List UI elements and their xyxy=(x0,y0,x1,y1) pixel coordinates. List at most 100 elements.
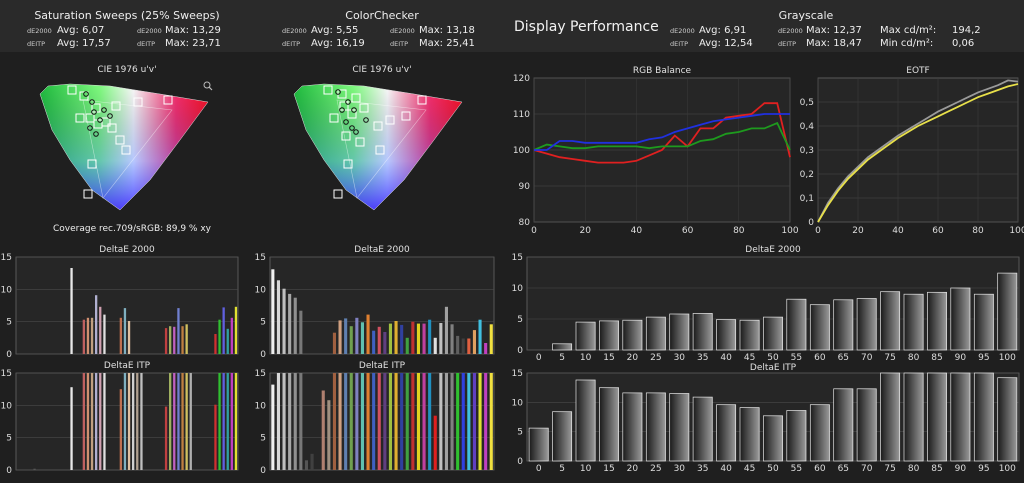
gs-deitp-bar xyxy=(927,372,947,462)
sat-de2000-bar xyxy=(173,326,176,354)
rgb-balance-ytick: 100 xyxy=(513,146,530,156)
cie-target-gamut xyxy=(336,99,427,199)
rgb-balance-series-2 xyxy=(534,113,790,151)
cie-measured-marker xyxy=(87,125,93,131)
gs-deitp-bar xyxy=(880,372,901,462)
sat-deitp-bar xyxy=(234,373,238,470)
cie-target-gamut xyxy=(82,99,173,199)
saturation-row1-metric: dE2000 xyxy=(27,27,52,35)
cc-de2000-bar xyxy=(439,323,443,354)
gs-de2000-xtick: 35 xyxy=(697,353,708,363)
cc-de2000-bar xyxy=(288,293,292,354)
cie-target-marker xyxy=(417,95,427,105)
sat-deitp-ytick: 0 xyxy=(6,466,12,476)
cc-deitp-bar xyxy=(400,373,404,470)
gs-deitp-xtick: 90 xyxy=(955,464,967,474)
cc-deitp-bar xyxy=(366,373,370,470)
gs-deitp-bar xyxy=(997,377,1018,462)
saturation-row1-max: Max: 13,29 xyxy=(165,25,221,36)
cie-measured-marker xyxy=(363,117,369,123)
cc-deitp-bar xyxy=(310,453,314,470)
cc-deitp-bar xyxy=(288,373,292,470)
sat-deitp-bar xyxy=(119,389,122,470)
cc-deitp-bar xyxy=(411,373,415,470)
sat-de2000-bar xyxy=(181,326,184,354)
cc-deitp-bar xyxy=(450,373,454,470)
grayscale-row1-avg: Avg: 6,91 xyxy=(699,25,746,36)
sat-de2000-bar xyxy=(226,328,229,354)
gs-deitp-xtick: 55 xyxy=(791,464,802,474)
cc-de2000-plot xyxy=(269,256,495,355)
cc-deitp-bar xyxy=(405,373,409,470)
sat-de2000-title: DeltaE 2000 xyxy=(99,245,155,255)
rgb-balance-xtick: 0 xyxy=(531,226,537,236)
sat-de2000-bar xyxy=(127,321,131,354)
gs-deitp-bar xyxy=(903,372,924,462)
display-performance-title: Display Performance xyxy=(514,19,659,35)
coverage-text: Coverage rec.709/sRGB: 89,9 % xy xyxy=(53,224,212,234)
grayscale-summary-title: Grayscale xyxy=(779,9,834,22)
cc-deitp-bar xyxy=(360,373,364,470)
gs-deitp-xtick: 10 xyxy=(580,464,592,474)
cc-deitp-bar xyxy=(472,373,476,470)
cie-measured-marker xyxy=(349,125,355,131)
gs-deitp-ytick: 0 xyxy=(517,457,523,467)
cc-de2000-bar xyxy=(467,338,471,354)
gs-de2000-xtick: 5 xyxy=(559,353,565,363)
gs-de2000-bar xyxy=(809,304,830,351)
colorchecker-row2-avg: Avg: 16,19 xyxy=(311,38,365,49)
grayscale-min-cd-label: Min cd/m²: xyxy=(880,38,933,49)
gs-de2000-xtick: 45 xyxy=(744,353,755,363)
cie-measured-marker xyxy=(345,99,351,105)
gs-deitp-bar xyxy=(692,396,713,462)
cie-target-marker xyxy=(373,121,383,131)
cc-deitp-bar xyxy=(439,373,443,470)
sat-deitp-bar xyxy=(127,373,131,470)
rgb-balance-xtick: 40 xyxy=(631,226,643,236)
cie-target-marker xyxy=(101,117,111,127)
gs-de2000-bar xyxy=(973,293,994,351)
rgb-balance-xtick: 60 xyxy=(682,226,694,236)
saturation-summary-title: Saturation Sweeps (25% Sweeps) xyxy=(34,9,219,22)
cc-de2000-bar xyxy=(416,323,420,354)
gs-deitp-ytick: 10 xyxy=(512,398,524,408)
gs-deitp-bar xyxy=(575,379,596,462)
gs-deitp-bar xyxy=(622,392,643,462)
gs-de2000-bar xyxy=(856,298,877,351)
gs-deitp-bar xyxy=(973,372,994,462)
cc-deitp-bar xyxy=(422,373,426,470)
cie-boundary xyxy=(39,83,209,211)
sat-de2000-bar xyxy=(119,317,122,354)
sat-deitp-title: DeltaE ITP xyxy=(104,361,151,371)
saturation-row1-avg: Avg: 6,07 xyxy=(57,25,104,36)
sat-de2000-bar xyxy=(185,324,188,354)
gs-de2000-xtick: 20 xyxy=(627,353,639,363)
cc-de2000-bar xyxy=(433,337,437,354)
sat-de2000-bar xyxy=(234,306,238,354)
cc-deitp-bar xyxy=(349,373,353,470)
gs-deitp-bar xyxy=(528,427,549,462)
rgb-balance-ytick: 80 xyxy=(519,218,531,228)
cie-measured-marker xyxy=(91,109,97,115)
cc-deitp-bar xyxy=(444,373,448,470)
gs-deitp-bar xyxy=(809,404,830,462)
gs-deitp-bar xyxy=(599,387,619,462)
magnifier-icon[interactable] xyxy=(203,81,213,91)
sat-de2000-bar xyxy=(222,307,225,354)
rgb-balance-xtick: 80 xyxy=(733,226,745,236)
gs-deitp-xtick: 35 xyxy=(697,464,708,474)
grayscale-row2-metric: dEITP xyxy=(670,40,688,48)
cc-deitp-title: DeltaE ITP xyxy=(359,361,406,371)
cc-de2000-bar xyxy=(388,323,392,354)
sat-deitp-bar xyxy=(95,373,98,470)
gs-de2000-bar xyxy=(692,313,713,351)
sat-de2000-bar xyxy=(90,317,94,354)
cie-target-marker xyxy=(385,115,395,125)
cc-de2000-bar xyxy=(383,332,387,354)
gs-deitp-xtick: 60 xyxy=(814,464,826,474)
gs-deitp-bar xyxy=(645,392,666,462)
cc-de2000-bar xyxy=(444,306,448,354)
cie-target-marker xyxy=(359,103,369,113)
gs-de2000-xtick: 80 xyxy=(908,353,920,363)
cc-de2000-bar xyxy=(366,314,370,354)
